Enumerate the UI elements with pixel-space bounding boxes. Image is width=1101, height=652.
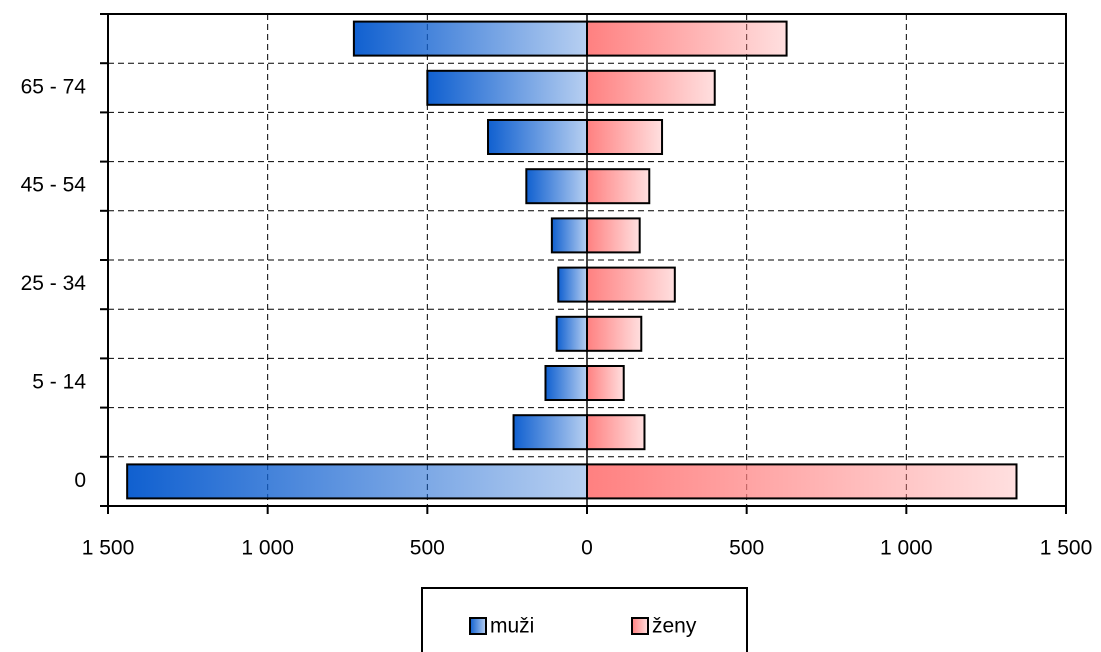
y-tick-label: 65 - 74 [21, 75, 87, 98]
plot-border [107, 13, 1067, 507]
y-tick-label: 0 [74, 469, 86, 492]
legend-swatch [631, 617, 649, 635]
bar [586, 168, 651, 205]
y-tick-label: 45 - 54 [21, 174, 87, 197]
x-tick-label: 1 500 [1040, 537, 1093, 560]
legend-label: ženy [652, 615, 697, 638]
legend: muži ženy [421, 587, 748, 652]
x-tick-label: 500 [410, 537, 445, 560]
x-tick-label: 1 000 [241, 537, 294, 560]
bar [586, 266, 676, 303]
legend-swatch [469, 617, 487, 635]
bar [586, 414, 646, 451]
bar [487, 119, 588, 155]
bar [426, 69, 589, 106]
bar [126, 463, 588, 500]
bar [550, 217, 589, 254]
y-tick-label: 25 - 34 [21, 272, 87, 295]
bar [586, 69, 716, 106]
x-tick-label: 500 [729, 537, 764, 560]
x-tick-label: 0 [581, 537, 593, 560]
bar [525, 168, 588, 205]
bar [557, 266, 589, 303]
y-tick-label: 5 - 14 [32, 371, 86, 394]
bar [586, 315, 643, 352]
bar [544, 365, 589, 401]
bar [586, 119, 664, 155]
bar [586, 20, 788, 57]
bar [352, 20, 588, 57]
bar [586, 365, 625, 401]
bar [586, 217, 641, 254]
x-tick-label: 1 500 [82, 537, 135, 560]
bar [586, 463, 1018, 500]
bar [555, 315, 588, 352]
bar [512, 414, 589, 451]
legend-label: muži [490, 615, 534, 638]
x-tick-label: 1 000 [880, 537, 933, 560]
